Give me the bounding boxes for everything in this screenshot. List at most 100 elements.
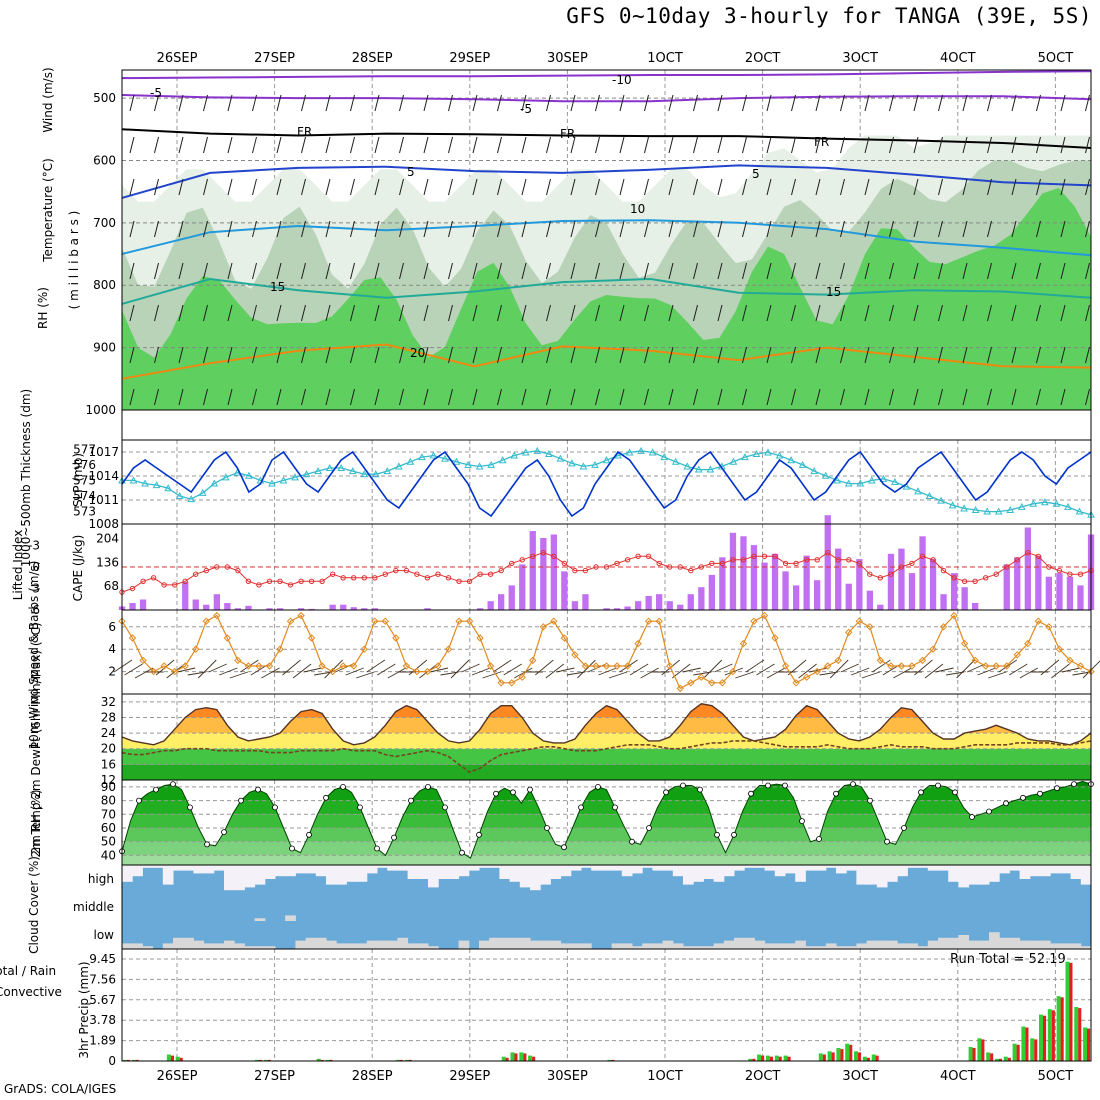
rh-point	[459, 849, 465, 856]
wind-barb-10m	[314, 671, 333, 676]
wind-speed-point	[929, 645, 937, 653]
cape-bar	[350, 607, 357, 610]
cape-bar	[771, 553, 779, 610]
rh-point	[952, 789, 958, 796]
cloud-high-bar	[315, 865, 327, 877]
wind-barb	[374, 346, 380, 364]
lifted-index-point	[888, 571, 894, 577]
temperature-axis-label: Temperature (°C)	[41, 158, 55, 263]
wind-speed-point	[444, 645, 453, 653]
wind-speed-point	[202, 617, 210, 625]
bottom-date-label: 26SEP	[157, 1069, 198, 1084]
wind-barb	[1085, 178, 1090, 196]
cloud-low-bar	[846, 946, 857, 949]
wind-barb	[938, 346, 943, 364]
cloud-high-bar	[173, 865, 184, 871]
precip-total-bar	[1012, 1043, 1017, 1061]
precip-total-bar	[765, 1055, 770, 1061]
wind-barb	[791, 220, 796, 238]
wind-barb	[301, 304, 306, 322]
cloud-low-bar	[1040, 940, 1051, 949]
cloud-high-bar	[897, 865, 908, 877]
wind-barb	[178, 346, 184, 364]
wind-barb	[889, 262, 894, 280]
cloud-high-bar	[1019, 865, 1031, 879]
wind-barb	[1060, 178, 1066, 196]
temp-band	[122, 694, 1091, 702]
lifted-tick-label: -3	[28, 539, 40, 553]
wind-speed-point	[602, 662, 611, 670]
wind-barb	[399, 388, 404, 406]
cloud-high-bar	[621, 865, 633, 877]
cloud-high-bar	[632, 865, 643, 874]
cloud-high-bar	[377, 865, 388, 868]
lifted-index-point	[182, 578, 188, 584]
wind-barb	[693, 94, 698, 112]
wind-barb	[325, 220, 331, 238]
precip-conv-bar	[320, 1059, 324, 1061]
thickness-point	[810, 467, 818, 475]
wind-barb	[864, 388, 870, 406]
cloud-high-bar	[1070, 865, 1082, 879]
cape-tick-label: 68	[104, 579, 119, 593]
slp-tick-label: 1017	[88, 445, 119, 459]
wind-barb	[448, 178, 453, 196]
wind-barb	[693, 178, 698, 196]
wind-barb-10m	[208, 663, 227, 673]
lifted-index-point	[466, 578, 473, 584]
wind-barb	[276, 94, 282, 112]
wind-barb	[1060, 136, 1066, 154]
wind-barb-10m	[219, 667, 238, 676]
cloud-high-bar	[570, 865, 582, 871]
cloud-low-bar	[683, 946, 694, 949]
cloud-high-bar	[887, 865, 898, 882]
lifted-index-point	[667, 564, 673, 570]
wind-barb	[252, 262, 257, 280]
wind-speed-point	[918, 656, 927, 665]
rh-point	[901, 825, 907, 831]
wind-barb	[252, 136, 257, 154]
cloud-low-bar	[560, 943, 572, 949]
wind-barb-10m	[408, 659, 428, 676]
rh-point	[187, 804, 193, 811]
wind-speed-point	[676, 684, 684, 693]
rh-point	[697, 786, 703, 793]
thickness-point	[1029, 499, 1038, 507]
thickness-point	[314, 467, 322, 475]
thickness-point	[648, 448, 657, 456]
cape-bar	[245, 605, 252, 610]
wind-barb-10m	[282, 659, 301, 676]
precip-conv-bar	[259, 1059, 263, 1061]
lifted-index-point	[856, 560, 862, 567]
cloud-high-bar	[346, 865, 358, 882]
wind-barb	[889, 346, 894, 364]
wind-barb-10m	[819, 671, 838, 676]
thickness-point	[1041, 498, 1049, 506]
wind-barb	[129, 262, 135, 280]
precip-total-label: Total / Rain	[0, 964, 56, 978]
lifted-index-point	[803, 557, 810, 563]
precip-total-bar	[131, 1059, 136, 1061]
wind-barb-10m	[946, 671, 965, 676]
thickness-point	[1052, 499, 1061, 507]
thickness-point	[164, 484, 172, 492]
wind-barb-10m	[966, 663, 986, 673]
wind-10m-panel: 6 4 2	[108, 611, 1100, 693]
wind-speed-point	[286, 617, 295, 625]
wind-barb	[1060, 346, 1066, 364]
wind-barb	[521, 220, 527, 238]
wind-barb	[203, 220, 208, 238]
slp-axis-label: SLP (mb)	[71, 453, 85, 507]
contour-label: -5	[150, 86, 162, 100]
wind-barb-10m	[766, 667, 786, 679]
wind-barb	[276, 304, 282, 322]
wind-barb-10m	[935, 667, 954, 673]
cloud-low-bar	[193, 940, 205, 949]
wind-barb	[374, 136, 380, 154]
cloud-low-bar	[744, 937, 755, 949]
wind-barb	[742, 304, 747, 322]
wind-barb	[472, 346, 478, 364]
precip-conv-bar	[126, 1059, 130, 1061]
wind-barb	[864, 346, 870, 364]
wind-barb	[570, 94, 576, 112]
